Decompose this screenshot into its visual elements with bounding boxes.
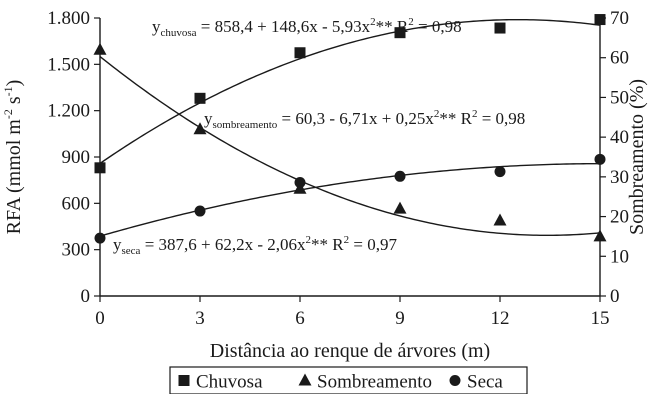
- legend-label-chuvosa[interactable]: Chuvosa: [196, 372, 263, 393]
- y-tick-label-left: 1.200: [47, 101, 90, 122]
- x-tick-label: 3: [195, 308, 205, 329]
- y-tick-label-right: 60: [610, 48, 629, 69]
- point-chuvosa: [594, 14, 606, 26]
- y-tick-label-left: 300: [62, 240, 91, 261]
- y-axis-title-right: Sombreamento (%): [626, 79, 648, 235]
- y-tick-label-right: 10: [610, 246, 629, 267]
- legend[interactable]: Chuvosa Sombreamento Seca: [169, 366, 528, 394]
- x-tick-label: 9: [395, 308, 405, 329]
- y-tick-label-left: 1.800: [47, 8, 90, 29]
- legend-box: [169, 366, 528, 394]
- fit-curve-seca: [99, 162, 601, 237]
- axes: 0 3 6 9 12 1503006009001.2001.5001.8000102030…: [1, 8, 648, 362]
- y-tick-label-right: 0: [610, 286, 620, 307]
- point-chuvosa: [94, 162, 106, 174]
- fit-curve-sombreamento: [99, 55, 601, 237]
- y-axis-title-left: RFA (mmol m-2 s-1): [1, 80, 25, 235]
- point-chuvosa: [294, 47, 306, 59]
- point-sombreamento: [193, 122, 207, 135]
- point-seca: [194, 205, 206, 217]
- legend-marker-sombreamento: [298, 373, 312, 386]
- x-tick-label: 6: [295, 308, 305, 329]
- equation-seca: yseca = 387,6 + 62,2x - 2,06x2** R2 = 0,…: [113, 234, 397, 257]
- y-tick-label-right: 50: [610, 87, 629, 108]
- point-seca: [94, 232, 106, 244]
- y-tick-label-left: 600: [62, 193, 91, 214]
- fit-curves: [99, 18, 601, 237]
- point-seca: [394, 170, 406, 182]
- point-sombreamento: [593, 229, 607, 242]
- equation-chuvosa: ychuvosa = 858,4 + 148,6x - 5,93x2** R2 …: [152, 16, 462, 39]
- point-chuvosa: [194, 92, 206, 104]
- y-tick-label-right: 30: [610, 167, 629, 188]
- x-axis-title: Distância ao renque de árvores (m): [210, 340, 490, 362]
- y-tick-label-right: 20: [610, 207, 629, 228]
- legend-label-seca[interactable]: Seca: [467, 372, 503, 393]
- x-tick-label: 15: [591, 308, 610, 329]
- x-tick-label: 0: [95, 308, 105, 329]
- y-tick-label-left: 900: [62, 147, 91, 168]
- point-seca: [494, 166, 506, 178]
- legend-label-sombreamento[interactable]: Sombreamento: [317, 372, 432, 393]
- legend-marker-chuvosa: [178, 375, 190, 386]
- y-tick-label-right: 40: [610, 127, 629, 148]
- point-chuvosa: [494, 22, 506, 34]
- equations: ychuvosa = 858,4 + 148,6x - 5,93x2** R2 …: [113, 16, 525, 257]
- equation-sombreamento: ysombreamento = 60,3 - 6,71x + 0,25x2** …: [204, 108, 525, 131]
- fit-curve-chuvosa: [99, 18, 601, 164]
- data-points: [93, 14, 607, 244]
- point-sombreamento: [393, 201, 407, 214]
- point-sombreamento: [93, 42, 107, 55]
- x-tick-label: 12: [491, 308, 510, 329]
- y-tick-label-left: 1.500: [47, 54, 90, 75]
- point-seca: [594, 153, 606, 165]
- y-tick-label-right: 70: [610, 8, 629, 29]
- point-sombreamento: [493, 213, 507, 226]
- y-tick-label-left: 0: [81, 286, 91, 307]
- point-seca: [294, 176, 306, 188]
- legend-marker-seca: [449, 375, 461, 386]
- point-chuvosa: [394, 27, 406, 39]
